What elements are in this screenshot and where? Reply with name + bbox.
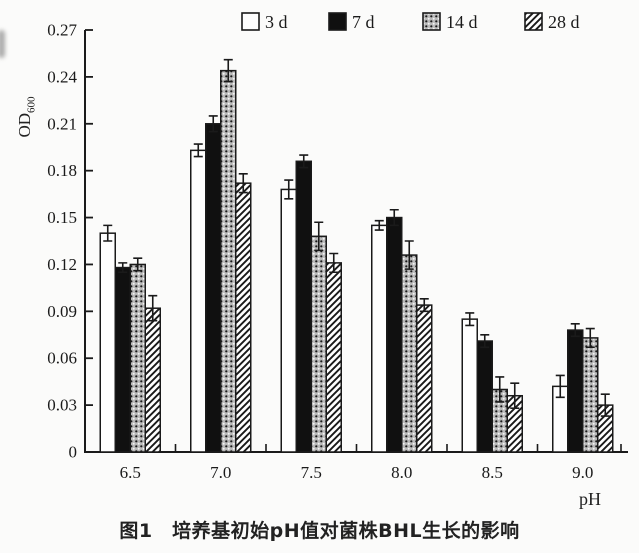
- bar-group: [371, 208, 433, 453]
- y-tick-label: 0.15: [47, 208, 77, 227]
- figure-caption: 图1 培养基初始pH值对菌株BHL生长的影响: [119, 520, 520, 542]
- bar-group: [99, 224, 161, 453]
- bar-14d: [129, 263, 146, 453]
- error-bar: [193, 143, 203, 158]
- bar-chart-plot: 0 0.03 0.06 0.09 0.12 0.15 0.18 0.21 0.24 0.27 6.5…: [47, 12, 628, 482]
- y-tick-label: 0.12: [47, 255, 77, 274]
- error-bar: [103, 224, 113, 242]
- legend-swatch-hatch: [524, 12, 543, 31]
- y-axis-label-subscript: 600: [25, 96, 38, 113]
- bar-3d: [99, 232, 116, 453]
- bar-group: [280, 154, 342, 453]
- legend-item: 28 d: [524, 12, 580, 32]
- x-category-label: 6.5: [120, 463, 141, 482]
- bar-28d: [325, 262, 342, 453]
- x-category-label: 8.0: [391, 463, 412, 482]
- x-axis-label: pH: [579, 489, 601, 509]
- bar-group: [461, 312, 523, 453]
- error-bar: [374, 219, 384, 231]
- error-bar: [585, 327, 595, 349]
- y-tick-label: 0: [69, 443, 78, 462]
- x-category-label: 9.0: [572, 463, 593, 482]
- error-bar: [419, 298, 429, 313]
- bar-7d: [205, 123, 222, 453]
- error-bar: [600, 393, 610, 417]
- error-bar: [133, 257, 143, 272]
- error-bar: [480, 333, 490, 349]
- error-bar: [404, 240, 414, 270]
- error-bar: [118, 262, 128, 274]
- legend-label: 14 d: [446, 12, 478, 32]
- error-bar: [284, 179, 294, 200]
- scan-artifact: [0, 30, 5, 58]
- bar-14d: [310, 235, 327, 453]
- error-bar: [208, 115, 218, 133]
- legend-swatch-open: [241, 12, 260, 31]
- x-category-label: 8.5: [482, 463, 503, 482]
- y-tick-label: 0.09: [47, 302, 77, 321]
- x-category-label: 7.0: [210, 463, 231, 482]
- y-tick-label: 0.21: [47, 114, 77, 133]
- legend-label: 3 d: [265, 12, 288, 32]
- bar-3d: [371, 224, 388, 453]
- legend-item: 3 d: [241, 12, 288, 32]
- error-bar: [389, 208, 399, 227]
- error-bar: [510, 382, 520, 410]
- bar-28d: [144, 307, 161, 453]
- bar-7d: [295, 160, 312, 453]
- y-axis-label: OD600: [15, 75, 37, 159]
- y-axis-label-main: OD: [15, 112, 34, 138]
- bar-7d: [476, 340, 493, 453]
- y-tick-label: 0.18: [47, 161, 77, 180]
- y-tick-label: 0.03: [47, 396, 77, 415]
- y-tick-label: 0.24: [47, 67, 77, 86]
- error-bar: [555, 374, 565, 399]
- bar-7d: [567, 329, 584, 453]
- error-bar: [495, 376, 505, 403]
- axis-lines: [84, 30, 628, 453]
- bar-28d: [416, 304, 433, 453]
- chart-svg: 0 0.03 0.06 0.09 0.12 0.15 0.18 0.21 0.24 0.27 6.5…: [47, 12, 628, 482]
- legend-swatch-stipple: [422, 12, 441, 31]
- legend-label: 28 d: [548, 12, 580, 32]
- error-bar: [570, 323, 580, 338]
- error-bar: [238, 172, 248, 194]
- error-bar: [314, 221, 324, 252]
- bar-group: [552, 323, 614, 453]
- error-bar: [465, 312, 475, 327]
- bar-7d: [386, 216, 403, 453]
- bar-14d: [582, 337, 599, 453]
- bar-14d: [220, 69, 237, 453]
- legend-item: 7 d: [328, 12, 375, 32]
- bar-14d: [401, 254, 418, 453]
- error-bar: [148, 294, 158, 322]
- bar-3d: [461, 318, 478, 453]
- bar-28d: [235, 182, 252, 453]
- error-bar: [223, 58, 233, 83]
- bar-3d: [280, 188, 297, 453]
- bar-3d: [190, 149, 207, 453]
- legend-swatch-solid: [328, 12, 347, 31]
- error-bar: [329, 252, 339, 274]
- bar-group: [190, 58, 252, 453]
- error-bar: [299, 154, 309, 169]
- bar-7d: [114, 266, 131, 453]
- y-tick-label: 0.27: [47, 21, 77, 40]
- legend-label: 7 d: [352, 12, 375, 32]
- legend-item: 14 d: [422, 12, 478, 32]
- x-category-label: 7.5: [301, 463, 322, 482]
- y-tick-label: 0.06: [47, 349, 77, 368]
